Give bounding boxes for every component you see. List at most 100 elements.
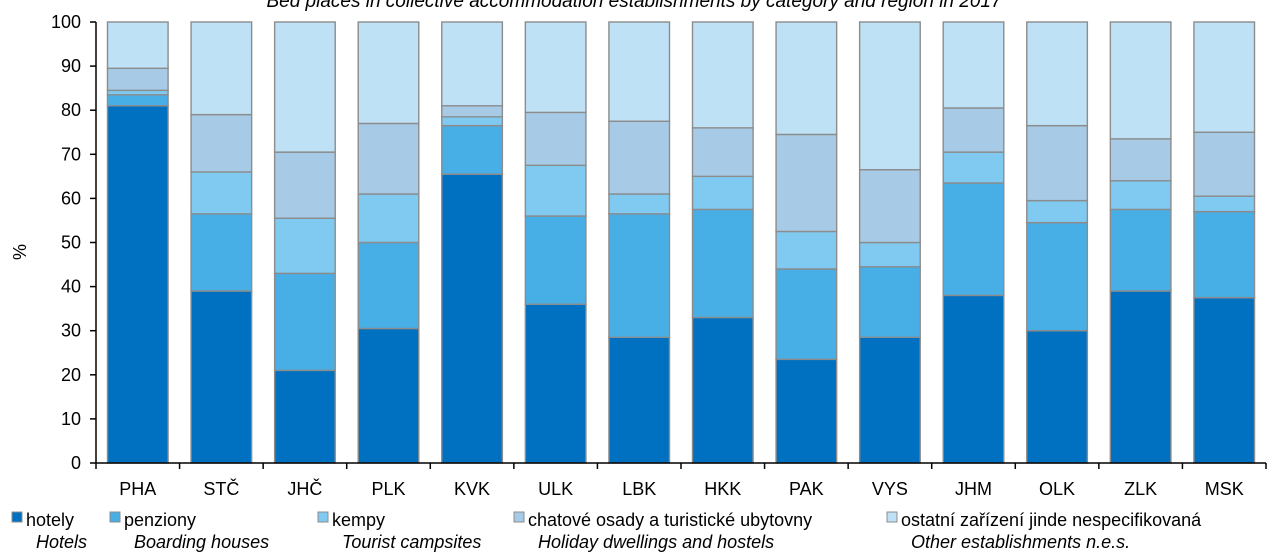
bar-segment-ULK-2	[524, 215, 587, 305]
bar-segment-OLK-5	[1026, 21, 1089, 127]
bar-segment-PHA-5	[106, 21, 169, 70]
bar-segment-KVK-5	[441, 21, 504, 107]
bar-segment-MSK-3	[1193, 195, 1256, 213]
bar-segment-PLK-2	[357, 241, 420, 330]
bar-segment-ULK-5	[524, 21, 587, 114]
bar-segment-VYS-5	[858, 21, 921, 171]
y-tick-label: 0	[71, 453, 81, 473]
y-axis-label: %	[10, 244, 30, 260]
x-tick-label: STČ	[203, 478, 239, 499]
y-tick-label: 30	[61, 321, 81, 341]
bar-segment-STČ-4	[190, 113, 253, 173]
x-tick-label: ZLK	[1124, 479, 1157, 499]
bar-segment-MSK-2	[1193, 210, 1256, 299]
x-tick-label: JHM	[955, 479, 992, 499]
bar-segment-HKK-5	[691, 21, 754, 129]
bar-segment-LBK-4	[608, 120, 671, 195]
legend-label-en: Tourist campsites	[342, 532, 481, 552]
bar-segment-PAK-2	[775, 268, 838, 361]
bar-segment-VYS-3	[858, 241, 921, 268]
x-tick-label: JHČ	[287, 478, 322, 499]
bar-segment-KVK-3	[441, 116, 504, 127]
bar-segment-OLK-2	[1026, 221, 1089, 332]
bar-segment-JHČ-3	[273, 217, 336, 275]
bar-segment-STČ-1	[190, 290, 253, 464]
bar-segment-PAK-1	[775, 358, 838, 464]
bar-segment-HKK-1	[691, 316, 754, 464]
legend-label: kempy	[332, 510, 385, 530]
bar-segment-LBK-5	[608, 21, 671, 122]
bar-segment-MSK-4	[1193, 131, 1256, 197]
y-axis: 0 10 20 30 40 50 60 70 80 90 100	[51, 12, 97, 473]
legend-label: ostatní zařízení jinde nespecifikovaná	[901, 510, 1202, 530]
bar-segment-ZLK-2	[1109, 208, 1172, 292]
legend-swatch	[109, 511, 121, 523]
legend-label-en: Holiday dwellings and hostels	[538, 532, 774, 552]
bar-segment-VYS-2	[858, 266, 921, 339]
bar-segment-PLK-1	[357, 327, 420, 464]
x-tick-label: KVK	[454, 479, 490, 499]
bar-segment-KVK-1	[441, 173, 504, 464]
bar-segment-ZLK-5	[1109, 21, 1172, 140]
bar-segment-JHM-2	[942, 182, 1005, 297]
bar-segment-ULK-4	[524, 111, 587, 167]
y-tick-label: 70	[61, 144, 81, 164]
y-tick-label: 20	[61, 365, 81, 385]
bar-segment-VYS-4	[858, 169, 921, 244]
bars-layer	[106, 21, 1256, 464]
bar-segment-PAK-3	[775, 230, 838, 270]
bar-segment-HKK-4	[691, 127, 754, 178]
bar-segment-PLK-3	[357, 193, 420, 244]
bar-segment-LBK-3	[608, 193, 671, 215]
bar-segment-JHM-5	[942, 21, 1005, 109]
bar-segment-OLK-3	[1026, 199, 1089, 224]
bar-segment-STČ-5	[190, 21, 253, 116]
x-tick-label: ULK	[538, 479, 573, 499]
bar-segment-JHM-3	[942, 151, 1005, 184]
bar-segment-MSK-5	[1193, 21, 1256, 133]
y-tick-label: 50	[61, 233, 81, 253]
x-tick-label: VYS	[872, 479, 908, 499]
bar-segment-LBK-2	[608, 213, 671, 339]
bar-segment-ZLK-3	[1109, 180, 1172, 211]
y-tick-label: 40	[61, 277, 81, 297]
x-tick-label: LBK	[622, 479, 656, 499]
bar-segment-PAK-4	[775, 133, 838, 233]
bar-segment-JHČ-1	[273, 369, 336, 464]
bar-segment-JHM-4	[942, 107, 1005, 153]
x-tick-label: PAK	[789, 479, 824, 499]
bar-segment-MSK-1	[1193, 296, 1256, 464]
legend-swatch	[317, 511, 329, 523]
bar-segment-ULK-1	[524, 303, 587, 464]
legend-swatch	[513, 511, 525, 523]
legend-label-en: Boarding houses	[134, 532, 269, 552]
bar-segment-JHČ-5	[273, 21, 336, 153]
bar-segment-JHM-1	[942, 294, 1005, 464]
bar-segment-PLK-5	[357, 21, 420, 125]
bar-segment-JHČ-4	[273, 151, 336, 219]
bar-segment-VYS-1	[858, 336, 921, 464]
bar-segment-JHČ-2	[273, 272, 336, 372]
legend-label: hotely	[26, 510, 74, 530]
legend-label-en: Hotels	[36, 532, 87, 552]
bar-segment-LBK-1	[608, 336, 671, 464]
y-tick-label: 80	[61, 100, 81, 120]
legend-swatch	[11, 511, 23, 523]
bar-segment-PAK-5	[775, 21, 838, 136]
x-tick-label: OLK	[1039, 479, 1075, 499]
bar-segment-KVK-4	[441, 105, 504, 118]
y-tick-label: 60	[61, 188, 81, 208]
y-tick-label: 10	[61, 409, 81, 429]
legend-label: chatové osady a turistické ubytovny	[528, 510, 812, 530]
bar-segment-PHA-4	[106, 67, 169, 92]
bar-segment-PHA-2	[106, 94, 169, 107]
legend-swatch	[886, 511, 898, 523]
bar-segment-PLK-4	[357, 122, 420, 195]
x-axis: PHA STČ JHČ PLK KVK ULK LBK HKK PAK VYS JHM OLK ZLK M…	[95, 462, 1267, 499]
x-tick-label: MSK	[1205, 479, 1244, 499]
y-tick-label: 100	[51, 12, 81, 32]
bar-segment-OLK-1	[1026, 330, 1089, 464]
bar-segment-HKK-2	[691, 208, 754, 319]
